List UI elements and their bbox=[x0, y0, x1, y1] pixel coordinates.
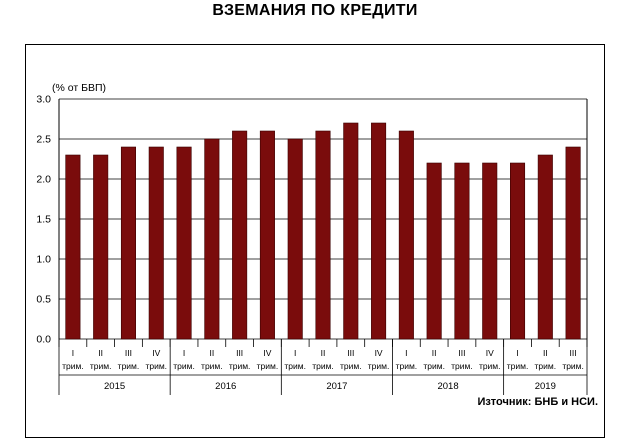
y-tick-label: 1.5 bbox=[36, 214, 51, 226]
year-label: 2016 bbox=[215, 381, 236, 392]
x-tick-label: IV bbox=[375, 348, 383, 358]
x-tick-label: трим. bbox=[145, 361, 167, 371]
x-tick-label: II bbox=[98, 348, 103, 358]
source-note: Източник: БНБ и НСИ. bbox=[477, 396, 598, 408]
year-label: 2018 bbox=[437, 381, 458, 392]
x-tick-label: трим. bbox=[62, 361, 84, 371]
x-tick-label: II bbox=[321, 348, 326, 358]
x-tick-label: I bbox=[516, 348, 518, 358]
bar bbox=[93, 154, 109, 340]
x-tick-label: трим. bbox=[423, 361, 445, 371]
x-tick-label: II bbox=[543, 348, 548, 358]
bar bbox=[287, 138, 303, 340]
x-tick-label: IV bbox=[486, 348, 494, 358]
bar bbox=[148, 146, 164, 340]
y-axis-label: (% от БВП) bbox=[52, 82, 107, 94]
x-tick-label: трим. bbox=[229, 361, 251, 371]
x-tick-label: трим. bbox=[312, 361, 334, 371]
chart-frame bbox=[25, 44, 605, 438]
x-tick-label: II bbox=[209, 348, 214, 358]
x-tick-label: III bbox=[570, 348, 577, 358]
y-tick-label: 0.5 bbox=[36, 294, 51, 306]
bar bbox=[510, 162, 526, 340]
x-tick-label: трим. bbox=[479, 361, 501, 371]
bar bbox=[482, 162, 498, 340]
bar bbox=[454, 162, 470, 340]
x-tick-label: III bbox=[236, 348, 243, 358]
bar bbox=[343, 122, 359, 340]
bar bbox=[176, 146, 192, 340]
bar bbox=[565, 146, 581, 340]
x-tick-label: трим. bbox=[535, 361, 557, 371]
x-tick-label: трим. bbox=[340, 361, 362, 371]
x-tick-label: трим. bbox=[451, 361, 473, 371]
x-tick-label: I bbox=[72, 348, 74, 358]
x-tick-label: III bbox=[347, 348, 354, 358]
x-tick-label: III bbox=[458, 348, 465, 358]
x-tick-label: трим. bbox=[201, 361, 223, 371]
x-tick-label: трим. bbox=[257, 361, 279, 371]
x-tick-label: трим. bbox=[396, 361, 418, 371]
bar bbox=[232, 130, 248, 340]
bar bbox=[315, 130, 331, 340]
bar bbox=[537, 154, 553, 340]
bar bbox=[398, 130, 414, 340]
x-tick-label: I bbox=[183, 348, 185, 358]
x-tick-label: IV bbox=[263, 348, 271, 358]
x-tick-label: трим. bbox=[368, 361, 390, 371]
y-tick-label: 0.0 bbox=[36, 334, 51, 346]
x-tick-label: трим. bbox=[562, 361, 584, 371]
y-tick-label: 2.5 bbox=[36, 134, 51, 146]
y-tick-label: 3.0 bbox=[36, 94, 51, 106]
x-tick-label: трим. bbox=[118, 361, 140, 371]
y-tick-label: 1.0 bbox=[36, 254, 51, 266]
year-label: 2015 bbox=[104, 381, 125, 392]
x-tick-label: I bbox=[294, 348, 296, 358]
y-tick-label: 2.0 bbox=[36, 174, 51, 186]
year-label: 2017 bbox=[326, 381, 347, 392]
x-tick-label: трим. bbox=[507, 361, 529, 371]
bar bbox=[65, 154, 81, 340]
x-tick-label: II bbox=[432, 348, 437, 358]
bar bbox=[259, 130, 275, 340]
x-tick-label: трим. bbox=[90, 361, 112, 371]
x-tick-label: I bbox=[405, 348, 407, 358]
bar bbox=[426, 162, 442, 340]
chart-title: ВЗЕМАНИЯ ПО КРЕДИТИ bbox=[212, 2, 418, 19]
x-tick-label: трим. bbox=[173, 361, 195, 371]
x-tick-label: IV bbox=[152, 348, 160, 358]
bar bbox=[371, 122, 387, 340]
x-tick-label: трим. bbox=[284, 361, 306, 371]
bar bbox=[204, 138, 220, 340]
year-label: 2019 bbox=[535, 381, 556, 392]
x-tick-label: III bbox=[125, 348, 132, 358]
bar bbox=[120, 146, 136, 340]
